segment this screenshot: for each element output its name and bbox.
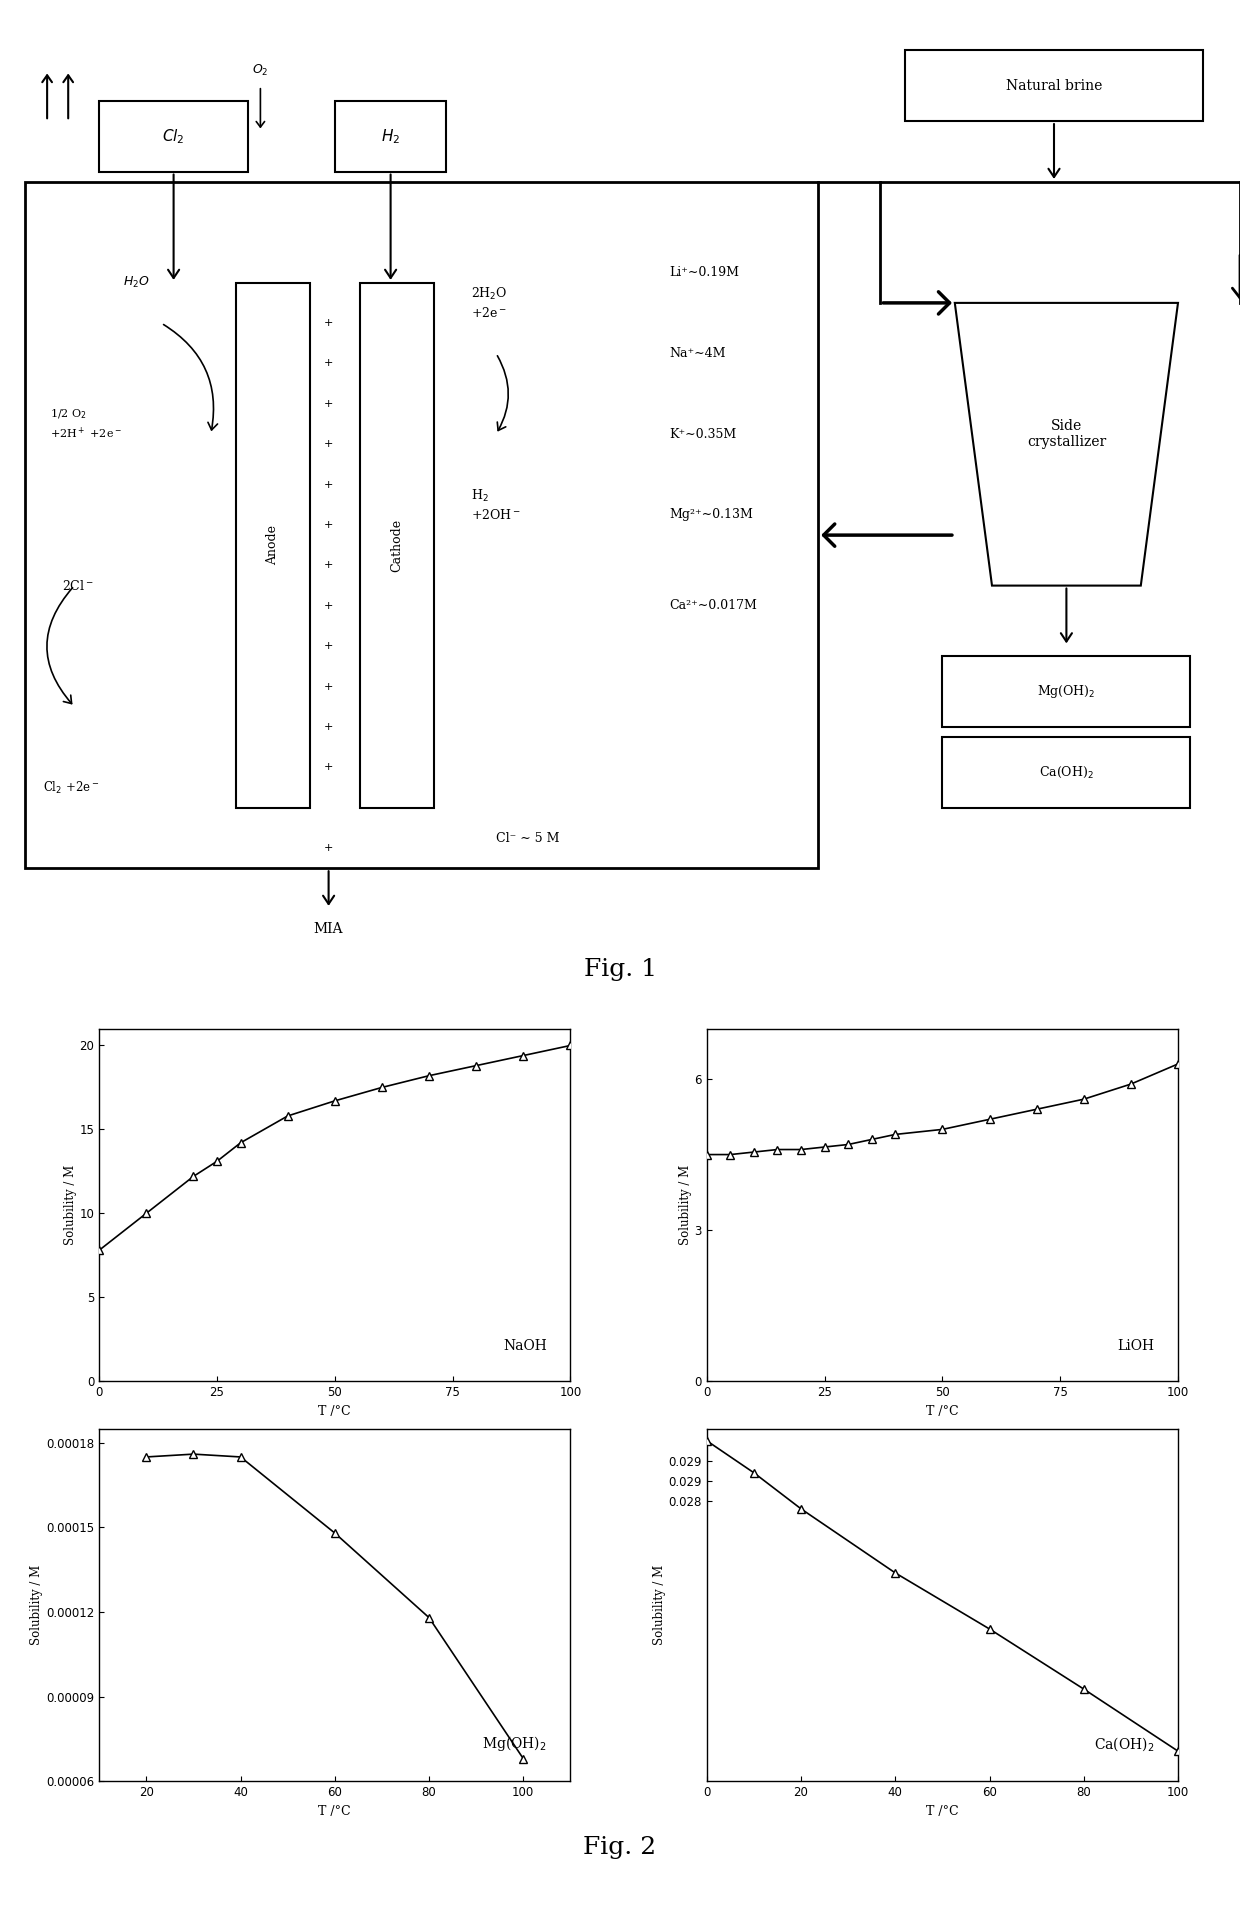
Text: K⁺∼0.35M: K⁺∼0.35M (670, 427, 737, 440)
Y-axis label: Solubility / M: Solubility / M (63, 1164, 77, 1246)
Text: Mg(OH)$_2$: Mg(OH)$_2$ (1037, 684, 1096, 701)
Text: H$_2$
+2OH$^-$: H$_2$ +2OH$^-$ (471, 488, 521, 522)
Text: +: + (324, 682, 334, 692)
Text: $H_2O$: $H_2O$ (123, 274, 150, 290)
Text: Fig. 1: Fig. 1 (584, 958, 656, 981)
Bar (236, 282, 310, 808)
Text: +: + (324, 560, 334, 570)
Text: +: + (324, 318, 334, 328)
Text: $O_2$: $O_2$ (252, 63, 269, 78)
Bar (335, 101, 446, 171)
X-axis label: T /°C: T /°C (319, 1804, 351, 1817)
Text: +: + (324, 600, 334, 612)
Text: Na⁺∼4M: Na⁺∼4M (670, 347, 727, 360)
Text: Mg(OH)$_2$: Mg(OH)$_2$ (482, 1734, 547, 1753)
Text: +: + (324, 642, 334, 652)
Text: Cl⁻ ∼ 5 M: Cl⁻ ∼ 5 M (496, 831, 559, 844)
Text: MIA: MIA (314, 922, 343, 935)
Text: +: + (324, 358, 334, 368)
Bar (360, 282, 434, 808)
Text: Cl$_2$ +2e$^-$: Cl$_2$ +2e$^-$ (43, 779, 99, 796)
Text: $Cl_2$: $Cl_2$ (162, 128, 185, 145)
Text: +: + (324, 520, 334, 530)
Text: 1/2 O$_2$
+2H$^+$ +2e$^-$: 1/2 O$_2$ +2H$^+$ +2e$^-$ (50, 408, 122, 440)
Bar (99, 101, 248, 171)
Text: NaOH: NaOH (503, 1339, 547, 1353)
Text: +: + (324, 480, 334, 490)
Text: Ca(OH)$_2$: Ca(OH)$_2$ (1094, 1735, 1154, 1753)
X-axis label: T /°C: T /°C (926, 1804, 959, 1817)
X-axis label: T /°C: T /°C (319, 1404, 351, 1417)
Text: Cathode: Cathode (391, 518, 403, 572)
Y-axis label: Solubility / M: Solubility / M (30, 1564, 43, 1646)
Text: 2H$_2$O
+2e$^-$: 2H$_2$O +2e$^-$ (471, 286, 507, 320)
Text: Fig. 2: Fig. 2 (584, 1836, 656, 1859)
Text: Mg²⁺∼0.13M: Mg²⁺∼0.13M (670, 509, 754, 522)
Bar (942, 737, 1190, 808)
Text: Ca²⁺∼0.017M: Ca²⁺∼0.017M (670, 600, 758, 612)
Text: +: + (324, 722, 334, 732)
Text: Side
crystallizer: Side crystallizer (1027, 419, 1106, 450)
Text: +: + (324, 398, 334, 410)
Text: Anode: Anode (267, 526, 279, 566)
Text: Li⁺∼0.19M: Li⁺∼0.19M (670, 267, 739, 280)
Polygon shape (955, 303, 1178, 585)
Text: 2Cl$^-$: 2Cl$^-$ (62, 579, 94, 592)
Y-axis label: Solubility / M: Solubility / M (652, 1564, 666, 1646)
Text: Natural brine: Natural brine (1006, 78, 1102, 93)
Text: +: + (324, 440, 334, 450)
Text: Ca(OH)$_2$: Ca(OH)$_2$ (1039, 764, 1094, 779)
Text: +: + (324, 762, 334, 772)
Text: +: + (324, 844, 334, 853)
Y-axis label: Solubility / M: Solubility / M (678, 1164, 692, 1246)
Bar (25, 181, 818, 869)
Bar (942, 655, 1190, 728)
X-axis label: T /°C: T /°C (926, 1404, 959, 1417)
Text: $H_2$: $H_2$ (381, 128, 401, 145)
Text: LiOH: LiOH (1117, 1339, 1154, 1353)
Bar (905, 50, 1203, 122)
